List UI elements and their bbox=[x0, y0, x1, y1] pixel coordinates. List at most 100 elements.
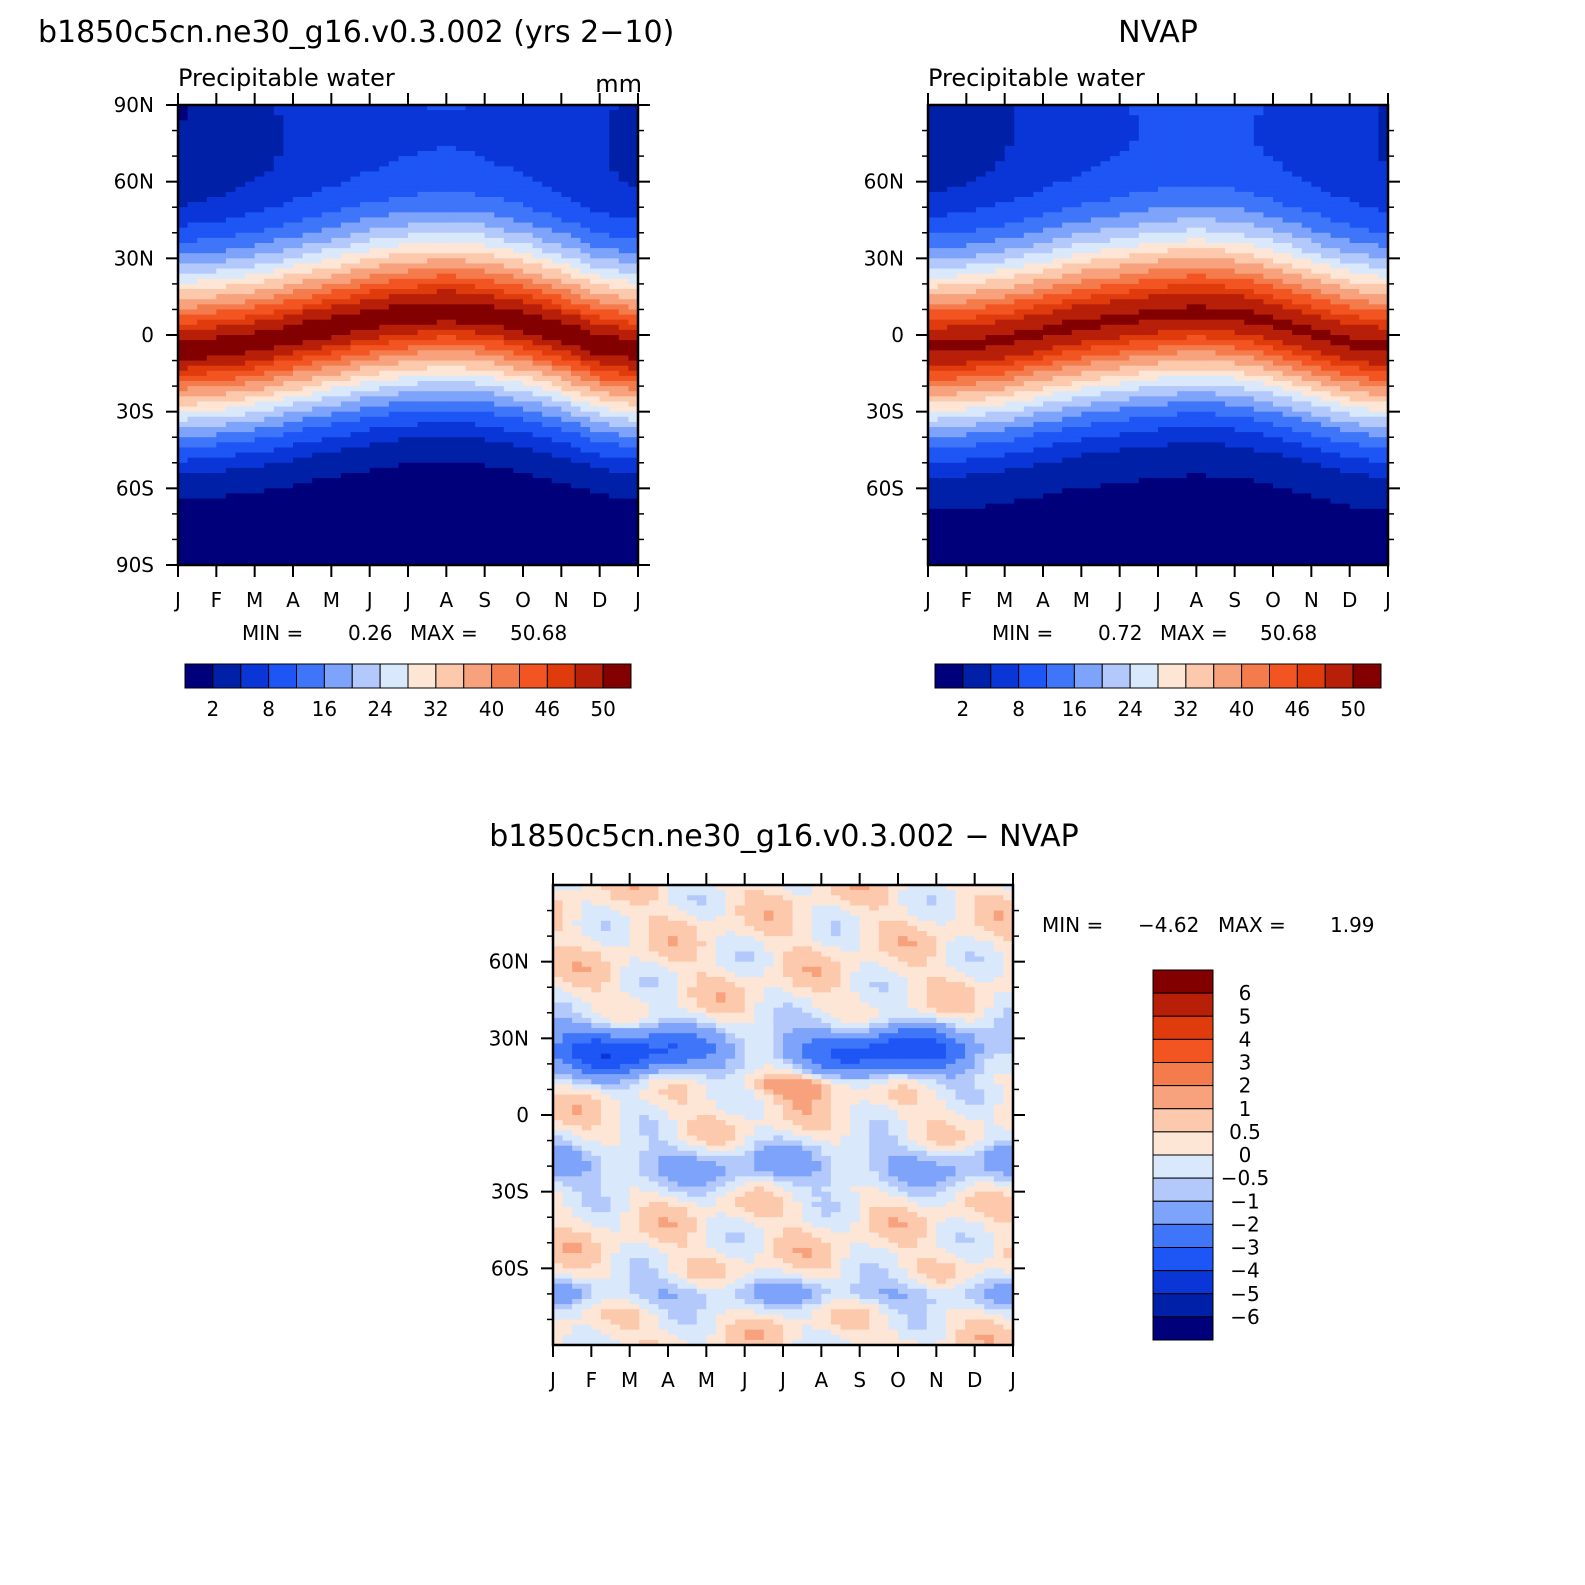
contour-cell bbox=[388, 253, 400, 259]
contour-cell bbox=[580, 110, 591, 116]
contour-cell bbox=[618, 156, 630, 162]
contour-cell bbox=[465, 273, 476, 280]
contour-cell bbox=[446, 391, 457, 397]
contour-cell bbox=[561, 191, 572, 198]
contour-cell bbox=[618, 416, 630, 423]
contour-cell bbox=[340, 513, 352, 520]
contour-cell bbox=[408, 105, 419, 111]
colorbar-label: 46 bbox=[535, 697, 560, 721]
contour-cell bbox=[321, 427, 332, 433]
contour-cell bbox=[956, 350, 967, 357]
contour-cell bbox=[590, 227, 601, 234]
contour-cell bbox=[436, 110, 447, 116]
contour-cell bbox=[609, 319, 620, 326]
contour-cell bbox=[302, 391, 313, 397]
contour-cell bbox=[235, 421, 246, 428]
contour-cell bbox=[484, 529, 495, 535]
contour-cell bbox=[283, 355, 294, 362]
contour-cell bbox=[264, 427, 275, 433]
contour-cell bbox=[628, 559, 639, 566]
contour-cell bbox=[283, 406, 294, 413]
contour-cell bbox=[956, 268, 967, 275]
contour-cell bbox=[475, 462, 486, 469]
contour-cell bbox=[273, 529, 285, 535]
contour-cell bbox=[427, 186, 438, 193]
contour-cell bbox=[937, 498, 948, 505]
contour-cell bbox=[947, 324, 958, 331]
contour-cell bbox=[599, 110, 610, 116]
contour-cell bbox=[446, 421, 457, 428]
contour-cell bbox=[523, 365, 534, 372]
contour-cell bbox=[446, 549, 457, 556]
contour-cell bbox=[475, 416, 486, 423]
contour-cell bbox=[350, 186, 361, 193]
contour-cell bbox=[609, 411, 620, 418]
contour-cell bbox=[235, 135, 246, 142]
contour-cell bbox=[551, 237, 562, 244]
contour-cell bbox=[628, 115, 639, 121]
contour-cell bbox=[178, 529, 189, 535]
contour-cell bbox=[956, 519, 967, 525]
contour-cell bbox=[628, 166, 639, 173]
x-tick-label: A bbox=[286, 588, 300, 612]
contour-cell bbox=[273, 447, 285, 454]
contour-cell bbox=[197, 391, 208, 397]
contour-cell bbox=[331, 186, 342, 193]
contour-cell bbox=[417, 227, 428, 234]
model-max-label: MAX = bbox=[410, 621, 478, 645]
contour-cell bbox=[350, 110, 361, 116]
contour-cell bbox=[436, 273, 447, 280]
contour-cell bbox=[197, 396, 208, 403]
contour-cell bbox=[570, 237, 582, 244]
contour-cell bbox=[379, 329, 390, 336]
contour-cell bbox=[369, 406, 380, 413]
contour-cell bbox=[398, 207, 409, 213]
contour-cell bbox=[283, 227, 294, 234]
contour-cell bbox=[427, 467, 438, 474]
contour-cell bbox=[551, 299, 562, 305]
contour-cell bbox=[975, 243, 987, 249]
contour-cell bbox=[599, 166, 610, 173]
contour-cell bbox=[446, 227, 457, 234]
contour-cell bbox=[446, 171, 457, 178]
contour-cell bbox=[937, 278, 948, 285]
contour-cell bbox=[937, 161, 948, 167]
contour-cell bbox=[455, 145, 467, 152]
contour-cell bbox=[360, 294, 371, 300]
contour-cell bbox=[484, 319, 495, 326]
contour-cell bbox=[197, 176, 208, 183]
contour-cell bbox=[523, 462, 534, 469]
contour-cell bbox=[235, 263, 246, 270]
contour-cell bbox=[331, 110, 342, 116]
contour-cell bbox=[494, 232, 505, 239]
contour-cell bbox=[264, 416, 275, 423]
contour-cell bbox=[966, 217, 977, 224]
contour-cell bbox=[975, 478, 987, 484]
contour-cell bbox=[455, 273, 467, 280]
contour-cell bbox=[350, 202, 361, 208]
contour-cell bbox=[379, 483, 390, 489]
contour-cell bbox=[618, 437, 630, 443]
contour-cell bbox=[542, 554, 553, 561]
contour-cell bbox=[580, 427, 591, 433]
contour-cell bbox=[484, 268, 495, 275]
contour-cell bbox=[966, 324, 977, 331]
contour-cell bbox=[580, 202, 591, 208]
contour-cell bbox=[947, 191, 958, 198]
contour-cell bbox=[388, 130, 400, 137]
contour-cell bbox=[956, 294, 967, 300]
contour-cell bbox=[398, 539, 409, 546]
contour-cell bbox=[465, 171, 476, 178]
contour-cell bbox=[475, 549, 486, 556]
contour-cell bbox=[475, 140, 486, 147]
contour-cell bbox=[273, 503, 285, 510]
contour-cell bbox=[427, 283, 438, 290]
contour-cell bbox=[340, 381, 352, 387]
contour-cell bbox=[966, 559, 977, 566]
contour-cell bbox=[206, 304, 217, 311]
x-tick-label: D bbox=[592, 588, 607, 612]
contour-cell bbox=[197, 355, 208, 362]
contour-cell bbox=[417, 462, 428, 469]
contour-cell bbox=[956, 161, 967, 167]
contour-cell bbox=[398, 294, 409, 300]
